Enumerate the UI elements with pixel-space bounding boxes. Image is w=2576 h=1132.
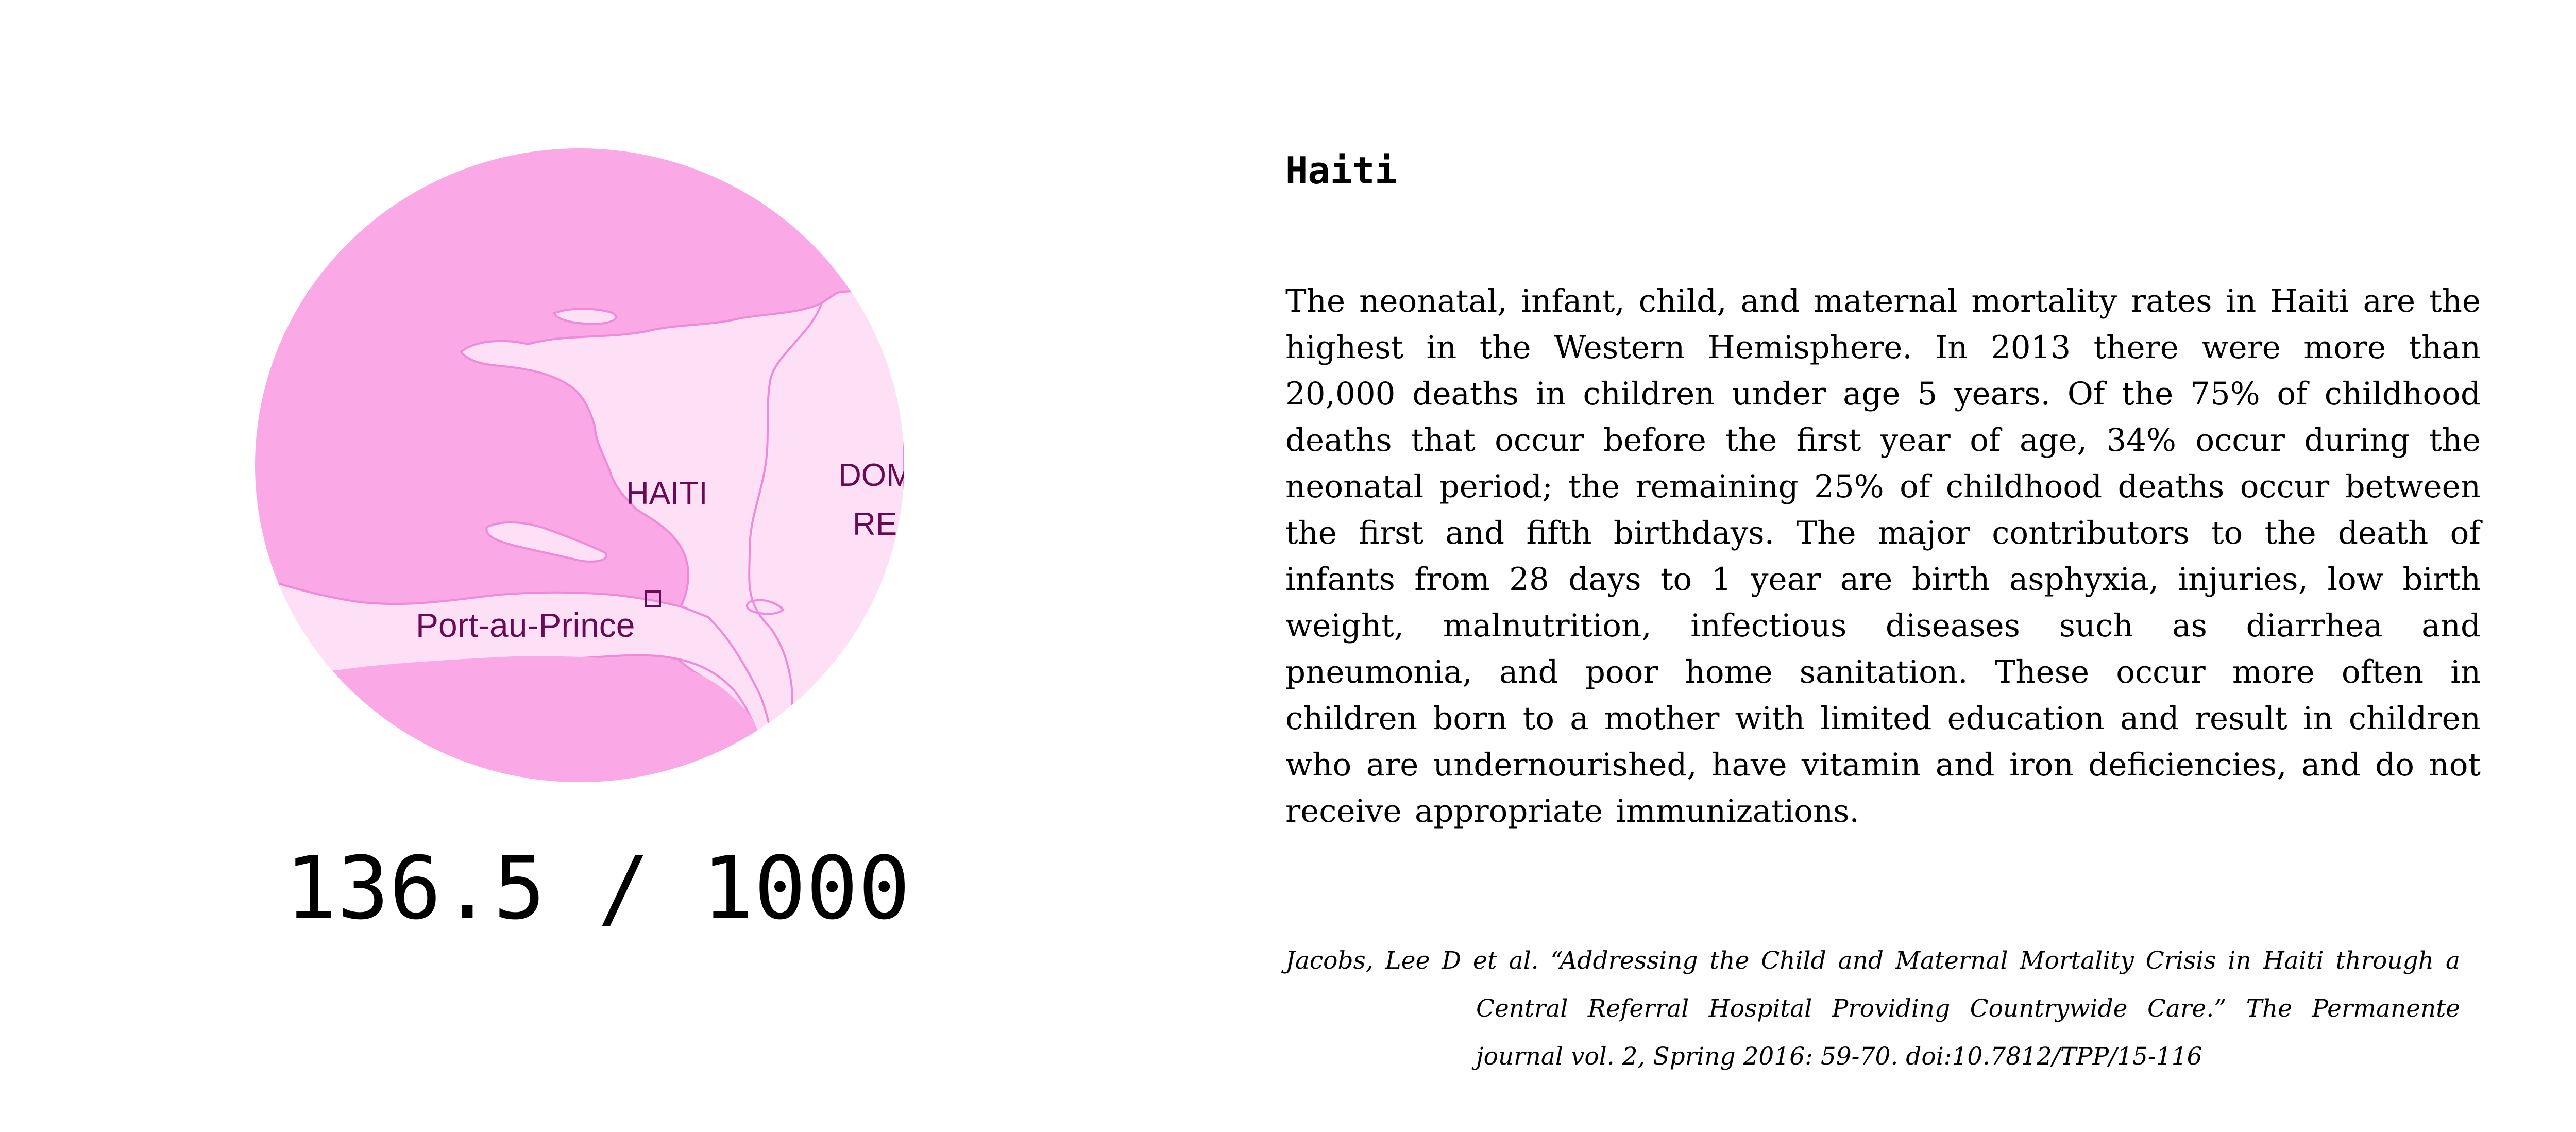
map-label-port-au-prince: Port-au-Prince xyxy=(416,606,635,644)
mortality-rate-value: 136.5 / 1000 xyxy=(285,838,910,939)
map-island-gonave xyxy=(485,521,607,563)
map-water-south xyxy=(255,656,770,782)
country-title: Haiti xyxy=(1285,149,1397,192)
map-border-line xyxy=(748,302,823,716)
map-label-neighbor-line1: DOM xyxy=(838,458,904,493)
article-body: The neonatal, infant, child, and materna… xyxy=(1285,283,2481,830)
haiti-map: HAITI Port-au-Prince DOM RE xyxy=(255,148,904,782)
map-land-north xyxy=(460,290,904,782)
map-label-haiti: HAITI xyxy=(626,476,707,511)
map-label-neighbor-line2: RE xyxy=(853,506,897,542)
citation: Jacobs, Lee D et al. “Addressing the Chi… xyxy=(1285,947,2460,1071)
map-island-tortuga xyxy=(552,308,617,325)
port-au-prince-marker xyxy=(645,590,661,607)
